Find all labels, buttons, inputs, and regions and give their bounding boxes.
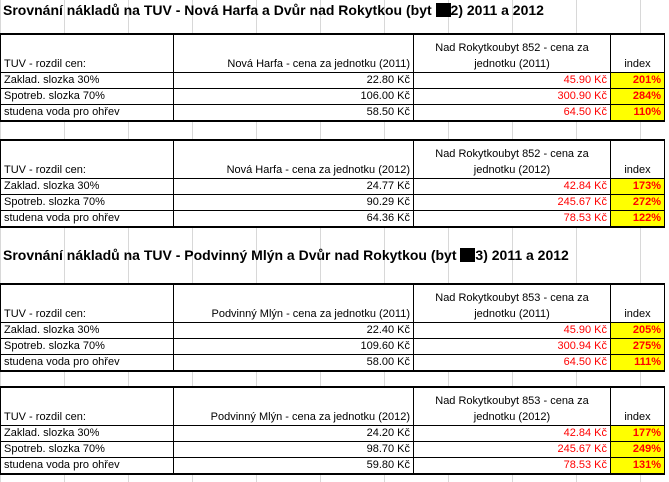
price-b[interactable]: 64.50 Kč — [413, 353, 611, 372]
row-label[interactable]: Spotreb. slozka 70% — [0, 440, 174, 458]
header-label: TUV - rozdil cen: — [0, 139, 174, 179]
row-label[interactable]: Zaklad. slozka 30% — [0, 321, 174, 339]
header-price-a: Nová Harfa - cena za jednotku (2012) — [173, 139, 414, 179]
price-b[interactable]: 42.84 Kč — [413, 424, 611, 442]
price-a[interactable]: 64.36 Kč — [173, 209, 414, 228]
table-row: Spotreb. slozka 70% 98.70 Kč 245.67 Kč 2… — [0, 440, 665, 458]
table-row: studena voda pro ohřev 58.00 Kč 64.50 Kč… — [0, 353, 665, 372]
header-index: index — [610, 283, 665, 323]
table-row: Zaklad. slozka 30% 22.80 Kč 45.90 Kč 201… — [0, 71, 665, 89]
redaction-block — [460, 248, 476, 262]
redaction-block — [435, 3, 451, 17]
price-b[interactable]: 45.90 Kč — [413, 321, 611, 339]
index-value[interactable]: 173% — [610, 177, 665, 195]
price-table-3: TUV - rozdil cen: Podvinný Mlýn - cena z… — [0, 283, 665, 372]
row-label[interactable]: Zaklad. slozka 30% — [0, 71, 174, 89]
index-value[interactable]: 177% — [610, 424, 665, 442]
price-b[interactable]: 45.90 Kč — [413, 71, 611, 89]
price-b[interactable]: 64.50 Kč — [413, 103, 611, 122]
table-row: studena voda pro ohřev 58.50 Kč 64.50 Kč… — [0, 103, 665, 122]
row-label[interactable]: Zaklad. slozka 30% — [0, 424, 174, 442]
table-row: studena voda pro ohřev 59.80 Kč 78.53 Kč… — [0, 456, 665, 475]
table-row: Spotreb. slozka 70% 109.60 Kč 300.94 Kč … — [0, 337, 665, 355]
header-index: index — [610, 139, 665, 179]
price-b[interactable]: 245.67 Kč — [413, 193, 611, 211]
header-index: index — [610, 33, 665, 73]
index-value[interactable]: 111% — [610, 353, 665, 372]
row-label[interactable]: studena voda pro ohřev — [0, 353, 174, 372]
header-price-b: Nad Rokytkoubyt 852 - cena za jednotku (… — [413, 139, 611, 179]
price-a[interactable]: 58.00 Kč — [173, 353, 414, 372]
header-index: index — [610, 386, 665, 426]
price-b[interactable]: 245.67 Kč — [413, 440, 611, 458]
index-value[interactable]: 275% — [610, 337, 665, 355]
price-a[interactable]: 90.29 Kč — [173, 193, 414, 211]
price-a[interactable]: 109.60 Kč — [173, 337, 414, 355]
index-value[interactable]: 110% — [610, 103, 665, 122]
price-a[interactable]: 24.20 Kč — [173, 424, 414, 442]
header-label: TUV - rozdil cen: — [0, 33, 174, 73]
price-b[interactable]: 78.53 Kč — [413, 209, 611, 228]
header-price-b: Nad Rokytkoubyt 853 - cena za jednotku (… — [413, 283, 611, 323]
header-price-a: Podvinný Mlýn - cena za jednotku (2011) — [173, 283, 414, 323]
table-row: Zaklad. slozka 30% 24.77 Kč 42.84 Kč 173… — [0, 177, 665, 195]
price-a[interactable]: 22.80 Kč — [173, 71, 414, 89]
row-label[interactable]: studena voda pro ohřev — [0, 103, 174, 122]
header-price-b: Nad Rokytkoubyt 852 - cena za jednotku (… — [413, 33, 611, 73]
header-price-b: Nad Rokytkoubyt 853 - cena za jednotku (… — [413, 386, 611, 426]
row-label[interactable]: Spotreb. slozka 70% — [0, 87, 174, 105]
index-value[interactable]: 205% — [610, 321, 665, 339]
index-value[interactable]: 284% — [610, 87, 665, 105]
header-price-a: Podvinný Mlýn - cena za jednotku (2012) — [173, 386, 414, 426]
price-b[interactable]: 300.90 Kč — [413, 87, 611, 105]
price-b[interactable]: 42.84 Kč — [413, 177, 611, 195]
section-heading-1: Srovnání nákladů na TUV - Nová Harfa a D… — [3, 2, 544, 18]
price-table-2: TUV - rozdil cen: Nová Harfa - cena za j… — [0, 139, 665, 228]
index-value[interactable]: 249% — [610, 440, 665, 458]
row-label[interactable]: Spotreb. slozka 70% — [0, 193, 174, 211]
header-label: TUV - rozdil cen: — [0, 386, 174, 426]
table-row: studena voda pro ohřev 64.36 Kč 78.53 Kč… — [0, 209, 665, 228]
section-heading-2: Srovnání nákladů na TUV - Podvinný Mlýn … — [3, 247, 569, 263]
table-row: Zaklad. slozka 30% 22.40 Kč 45.90 Kč 205… — [0, 321, 665, 339]
row-label[interactable]: Spotreb. slozka 70% — [0, 337, 174, 355]
price-b[interactable]: 300.94 Kč — [413, 337, 611, 355]
table-row: Zaklad. slozka 30% 24.20 Kč 42.84 Kč 177… — [0, 424, 665, 442]
price-a[interactable]: 58.50 Kč — [173, 103, 414, 122]
table-row: Spotreb. slozka 70% 90.29 Kč 245.67 Kč 2… — [0, 193, 665, 211]
price-b[interactable]: 78.53 Kč — [413, 456, 611, 475]
row-label[interactable]: studena voda pro ohřev — [0, 456, 174, 475]
index-value[interactable]: 131% — [610, 456, 665, 475]
price-a[interactable]: 24.77 Kč — [173, 177, 414, 195]
header-label: TUV - rozdil cen: — [0, 283, 174, 323]
row-label[interactable]: Zaklad. slozka 30% — [0, 177, 174, 195]
price-a[interactable]: 59.80 Kč — [173, 456, 414, 475]
price-table-4: TUV - rozdil cen: Podvinný Mlýn - cena z… — [0, 386, 665, 475]
table-row: Spotreb. slozka 70% 106.00 Kč 300.90 Kč … — [0, 87, 665, 105]
price-a[interactable]: 22.40 Kč — [173, 321, 414, 339]
row-label[interactable]: studena voda pro ohřev — [0, 209, 174, 228]
price-table-1: TUV - rozdil cen: Nová Harfa - cena za j… — [0, 33, 665, 122]
header-price-a: Nová Harfa - cena za jednotku (2011) — [173, 33, 414, 73]
price-a[interactable]: 106.00 Kč — [173, 87, 414, 105]
index-value[interactable]: 201% — [610, 71, 665, 89]
index-value[interactable]: 122% — [610, 209, 665, 228]
index-value[interactable]: 272% — [610, 193, 665, 211]
price-a[interactable]: 98.70 Kč — [173, 440, 414, 458]
